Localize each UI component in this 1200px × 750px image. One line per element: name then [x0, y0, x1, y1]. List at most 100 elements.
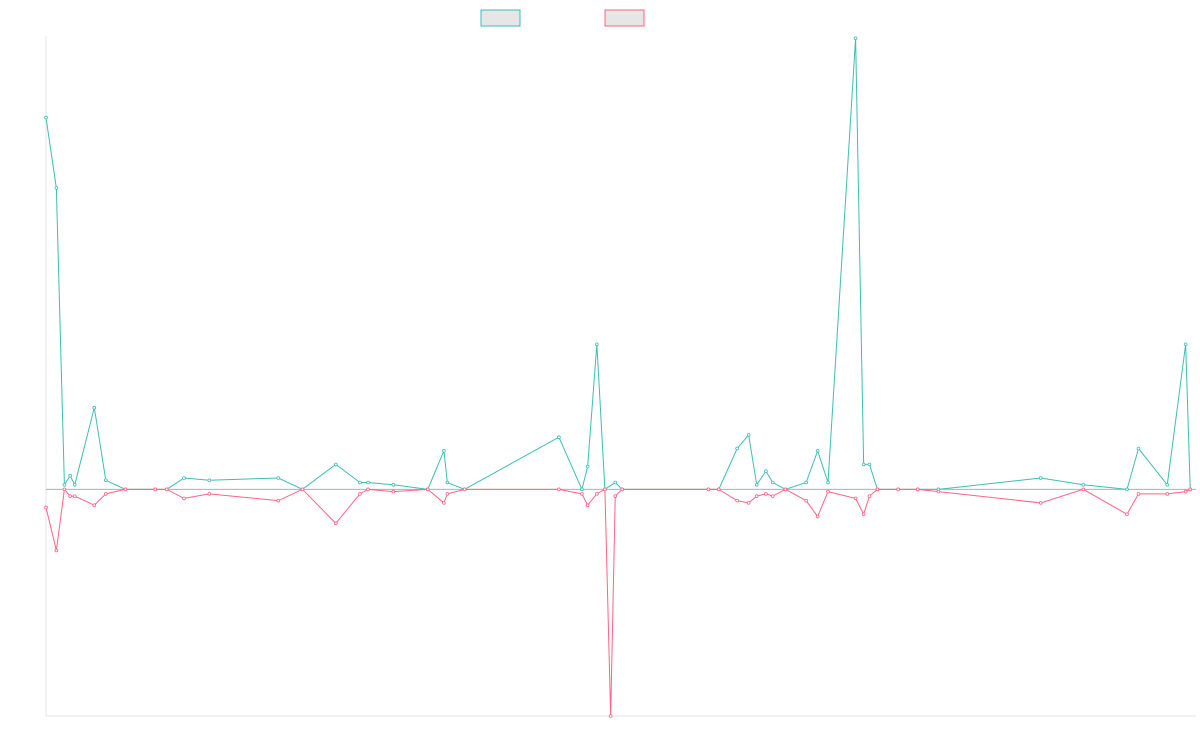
- legend[interactable]: [480, 9, 645, 27]
- legend-swatch-1[interactable]: [480, 9, 521, 27]
- series-line-1[interactable]: [45, 38, 1191, 491]
- series-2-point[interactable]: [1188, 487, 1193, 492]
- series-2-point[interactable]: [764, 492, 768, 496]
- series-2-point[interactable]: [580, 492, 584, 496]
- series-2-point[interactable]: [867, 494, 872, 498]
- series-2-point[interactable]: [770, 494, 775, 498]
- series-2-point[interactable]: [358, 492, 362, 496]
- series-2-point[interactable]: [783, 487, 788, 492]
- series-2-point[interactable]: [1165, 492, 1170, 496]
- series-2-point[interactable]: [861, 512, 866, 517]
- series-1-point[interactable]: [207, 478, 212, 483]
- series-1-point[interactable]: [358, 480, 362, 485]
- series-2-point[interactable]: [182, 496, 186, 501]
- series-2-point[interactable]: [1081, 487, 1086, 492]
- series-2-point[interactable]: [333, 521, 338, 526]
- series-1-point[interactable]: [442, 448, 446, 453]
- series-2-point[interactable]: [391, 489, 396, 494]
- series-1-point[interactable]: [585, 464, 590, 469]
- series-2-point[interactable]: [153, 487, 158, 492]
- series-1-point[interactable]: [366, 480, 370, 485]
- series-2-point[interactable]: [735, 498, 739, 503]
- series-2-point[interactable]: [613, 494, 618, 498]
- series-2-point[interactable]: [706, 487, 711, 492]
- series-2-point[interactable]: [1136, 492, 1141, 496]
- series-1-point[interactable]: [445, 480, 450, 485]
- series-2-point[interactable]: [72, 494, 77, 498]
- series-2-point[interactable]: [826, 489, 830, 494]
- series-2-point[interactable]: [276, 498, 281, 503]
- series-2-point[interactable]: [44, 505, 48, 510]
- series-1-point[interactable]: [1183, 342, 1188, 347]
- series-1-point[interactable]: [1081, 482, 1086, 487]
- series-2-point[interactable]: [815, 514, 820, 519]
- series-2-point[interactable]: [754, 494, 759, 498]
- series-1-point[interactable]: [804, 480, 808, 485]
- series-2-point[interactable]: [595, 492, 599, 496]
- series-2-point[interactable]: [445, 492, 450, 496]
- series-1-point[interactable]: [1136, 446, 1141, 451]
- series-2-point[interactable]: [608, 714, 613, 718]
- series-2-point[interactable]: [68, 494, 72, 498]
- series-2-point[interactable]: [164, 487, 169, 492]
- series-1-point[interactable]: [104, 478, 108, 483]
- series-1-point[interactable]: [557, 435, 561, 440]
- series-2-point[interactable]: [207, 492, 212, 496]
- series-2-point[interactable]: [936, 489, 941, 494]
- series-1-point[interactable]: [1125, 487, 1129, 492]
- series-2-point[interactable]: [425, 487, 430, 492]
- series-1-point[interactable]: [735, 446, 739, 451]
- series-2-point[interactable]: [915, 487, 920, 492]
- series-2-point[interactable]: [896, 487, 900, 492]
- series-2-point[interactable]: [300, 487, 305, 492]
- series-2-point[interactable]: [123, 487, 128, 492]
- series-2-point[interactable]: [603, 487, 607, 492]
- series-2-point[interactable]: [853, 496, 858, 501]
- series-2-point[interactable]: [716, 487, 721, 492]
- series-2-point[interactable]: [804, 498, 808, 503]
- series-1-point[interactable]: [1165, 482, 1170, 487]
- series-1-point[interactable]: [62, 482, 67, 487]
- series-1-point[interactable]: [333, 462, 338, 467]
- series-1-point[interactable]: [595, 342, 599, 347]
- series-1-point[interactable]: [92, 405, 97, 410]
- series-2-point[interactable]: [62, 487, 67, 492]
- series-1-point[interactable]: [68, 473, 72, 478]
- series-1-point[interactable]: [867, 462, 872, 467]
- series-2-point[interactable]: [557, 487, 561, 492]
- series-2-point[interactable]: [620, 487, 624, 492]
- series-1-point[interactable]: [815, 448, 820, 453]
- series-1-point[interactable]: [276, 476, 281, 480]
- series-1-point[interactable]: [764, 469, 768, 474]
- series-1-point[interactable]: [391, 482, 396, 487]
- series-2-point[interactable]: [54, 548, 59, 553]
- legend-swatch-2[interactable]: [604, 9, 645, 27]
- series-1-point[interactable]: [1038, 476, 1043, 480]
- series-1-point[interactable]: [54, 186, 59, 190]
- series-1-point[interactable]: [826, 480, 830, 485]
- series-1-point[interactable]: [853, 36, 858, 41]
- series-2-point[interactable]: [366, 487, 370, 492]
- series-2-point[interactable]: [1183, 489, 1188, 494]
- series-2-point[interactable]: [585, 503, 590, 508]
- series-1-point[interactable]: [754, 482, 759, 487]
- series-1-point[interactable]: [72, 482, 77, 487]
- series-1-point[interactable]: [861, 462, 866, 467]
- series-1-point[interactable]: [770, 480, 775, 485]
- series-layer: [44, 36, 1193, 718]
- series-2-point[interactable]: [1125, 512, 1129, 517]
- series-2-point[interactable]: [104, 492, 108, 496]
- series-2-point[interactable]: [442, 501, 446, 505]
- series-line-2[interactable]: [45, 488, 1191, 717]
- series-2-point[interactable]: [92, 503, 97, 508]
- series-2-point[interactable]: [1038, 501, 1043, 505]
- series-2-point[interactable]: [746, 501, 751, 505]
- series-1-point[interactable]: [44, 115, 48, 120]
- series-1-point[interactable]: [613, 480, 618, 485]
- series-1-point[interactable]: [580, 487, 584, 492]
- series-2-point[interactable]: [875, 487, 880, 492]
- series-2-point[interactable]: [462, 487, 467, 492]
- series-1-point[interactable]: [746, 433, 751, 437]
- series-1-point[interactable]: [182, 476, 186, 480]
